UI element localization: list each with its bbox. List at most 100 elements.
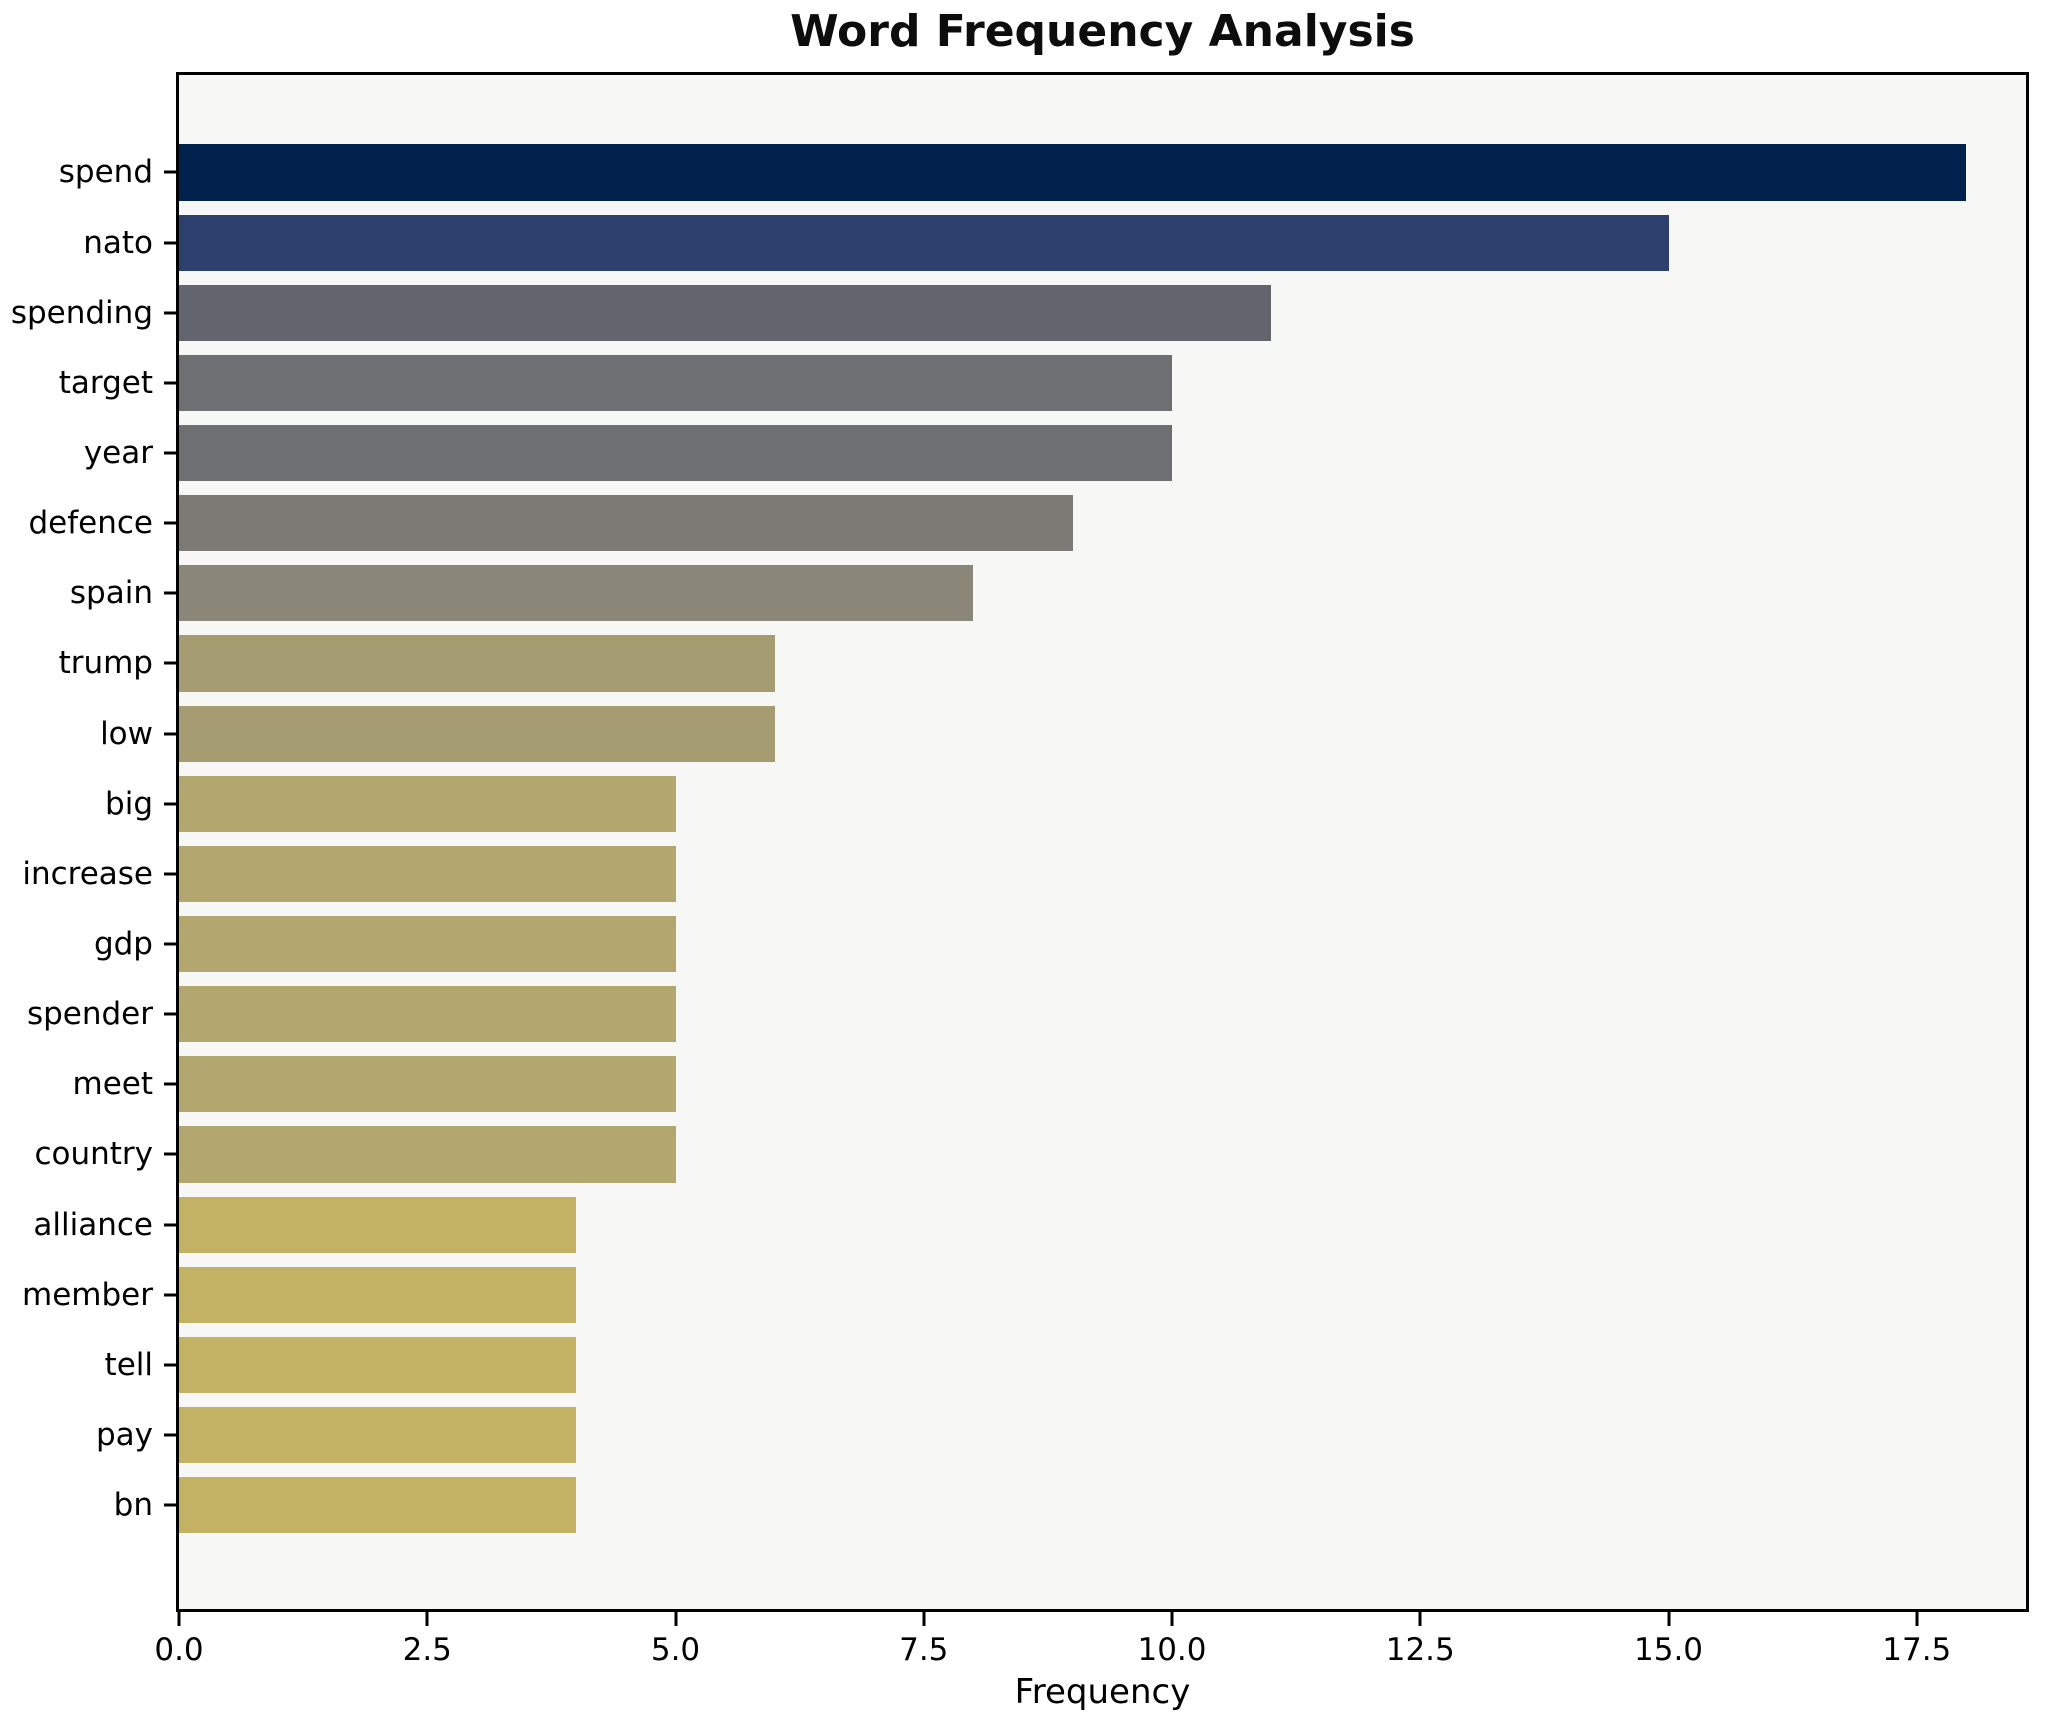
y-axis-tick bbox=[164, 170, 176, 174]
bar-row: year bbox=[84, 425, 2026, 482]
bar-pay bbox=[179, 1406, 577, 1464]
y-axis-tick bbox=[164, 1503, 176, 1507]
bar-spending bbox=[179, 284, 1272, 341]
bar-row: nato bbox=[83, 214, 2026, 271]
x-axis-tick-label: 15.0 bbox=[1634, 1632, 1704, 1668]
x-axis-tick-label: 10.0 bbox=[1137, 1632, 1207, 1668]
y-axis-tick bbox=[164, 1293, 176, 1297]
x-axis-tick-label: 2.5 bbox=[402, 1632, 452, 1668]
y-axis-tick bbox=[164, 381, 176, 385]
y-axis-tick bbox=[164, 802, 176, 806]
bar-nato bbox=[179, 214, 1669, 271]
x-axis-tick bbox=[1418, 1612, 1422, 1626]
y-axis-tick bbox=[164, 591, 176, 595]
bar-country bbox=[179, 1126, 676, 1183]
bar-row: alliance bbox=[33, 1196, 2026, 1253]
bar-row: meet bbox=[73, 1056, 2026, 1113]
y-axis-tick bbox=[164, 311, 176, 315]
bar-row: trump bbox=[59, 635, 2026, 692]
bar-row: country bbox=[34, 1126, 2026, 1183]
bar-year bbox=[179, 425, 1172, 482]
y-axis-tick bbox=[164, 732, 176, 736]
bar-row: increase bbox=[22, 845, 2026, 902]
bar-low bbox=[179, 705, 775, 762]
y-axis-label: pay bbox=[95, 1417, 153, 1454]
bar-row: tell bbox=[105, 1336, 2026, 1393]
y-axis-tick bbox=[164, 1433, 176, 1437]
x-axis-title: Frequency bbox=[1014, 1672, 1191, 1712]
bar-row: low bbox=[100, 705, 2026, 762]
y-axis-label: spending bbox=[10, 294, 153, 331]
bar-gdp bbox=[179, 915, 676, 973]
x-axis-tick-label: 5.0 bbox=[650, 1632, 701, 1668]
x-axis-tick bbox=[1667, 1612, 1671, 1626]
bar-increase bbox=[179, 845, 676, 902]
y-axis-label: defence bbox=[28, 505, 154, 542]
x-axis-tick-label: 0.0 bbox=[154, 1632, 204, 1668]
bar-tell bbox=[179, 1336, 577, 1393]
bar-row: defence bbox=[29, 495, 2026, 552]
x-axis-tick bbox=[1170, 1612, 1174, 1626]
y-axis-label: nato bbox=[83, 224, 153, 261]
y-axis-tick bbox=[164, 521, 176, 525]
y-axis-label: gdp bbox=[93, 926, 153, 963]
bar-row: gdp bbox=[94, 915, 2026, 973]
y-axis-label: alliance bbox=[33, 1206, 153, 1243]
bar-alliance bbox=[179, 1196, 577, 1253]
x-axis-tick-label: 17.5 bbox=[1882, 1632, 1952, 1668]
y-axis-label: spend bbox=[58, 154, 153, 191]
bar-bn bbox=[179, 1477, 577, 1534]
bar-target bbox=[179, 354, 1172, 411]
y-axis-tick bbox=[164, 872, 176, 876]
y-axis-label: spain bbox=[69, 575, 153, 612]
bar-big bbox=[179, 775, 676, 832]
bar-row: member bbox=[22, 1266, 2026, 1323]
bar-spender bbox=[179, 986, 676, 1043]
bar-row: pay bbox=[96, 1406, 2026, 1464]
y-axis-label: country bbox=[34, 1136, 153, 1173]
bar-row: spending bbox=[11, 284, 2026, 341]
y-axis-label: bn bbox=[113, 1487, 153, 1524]
y-axis-tick bbox=[164, 1223, 176, 1227]
bar-row: target bbox=[59, 354, 2026, 411]
y-axis-label: member bbox=[22, 1276, 153, 1313]
bar-trump bbox=[179, 635, 775, 692]
y-axis-label: target bbox=[58, 364, 153, 401]
x-axis-tick bbox=[674, 1612, 677, 1626]
y-axis-tick bbox=[164, 1012, 176, 1016]
x-axis-tick bbox=[922, 1612, 926, 1626]
y-axis-tick bbox=[164, 942, 176, 946]
x-axis: 0.0 2.5 5.0 7.5 10.0 12.5 15.0 17.5 bbox=[154, 1612, 2026, 1722]
y-axis-label: big bbox=[105, 785, 153, 822]
plot-area: spend nato spending target year defence spain t… bbox=[11, 72, 2029, 1612]
y-axis-label: spender bbox=[26, 996, 153, 1033]
y-axis-tick bbox=[164, 1152, 176, 1156]
y-axis-label: low bbox=[100, 715, 153, 752]
y-axis-tick bbox=[164, 241, 176, 245]
y-axis-tick bbox=[164, 661, 176, 665]
y-axis-label: meet bbox=[72, 1066, 154, 1103]
bar-row: bn bbox=[114, 1477, 2026, 1534]
bar-meet bbox=[179, 1056, 676, 1113]
chart-title: Word Frequency Analysis bbox=[790, 6, 1415, 57]
x-axis-tick bbox=[177, 1612, 181, 1626]
bar-row: spain bbox=[70, 565, 2026, 622]
y-axis-label: year bbox=[83, 435, 153, 472]
y-axis-tick bbox=[164, 1363, 176, 1367]
bar-spend bbox=[179, 144, 1967, 201]
bar-row: spend bbox=[59, 144, 2026, 201]
x-axis-tick bbox=[425, 1612, 429, 1626]
y-axis-tick bbox=[164, 1082, 176, 1086]
y-axis-tick bbox=[164, 451, 176, 455]
bar-member bbox=[179, 1266, 577, 1323]
x-axis-tick bbox=[1915, 1612, 1919, 1626]
y-axis-label: trump bbox=[58, 645, 153, 682]
bar-row: big bbox=[105, 775, 2026, 832]
y-axis-label: increase bbox=[22, 855, 153, 892]
y-axis-label: tell bbox=[104, 1346, 153, 1383]
x-axis-tick-label: 12.5 bbox=[1385, 1632, 1455, 1668]
bar-defence bbox=[179, 495, 1073, 552]
x-axis-tick-label: 7.5 bbox=[899, 1632, 949, 1668]
bar-row: spender bbox=[27, 986, 2026, 1043]
bar-spain bbox=[179, 565, 974, 622]
